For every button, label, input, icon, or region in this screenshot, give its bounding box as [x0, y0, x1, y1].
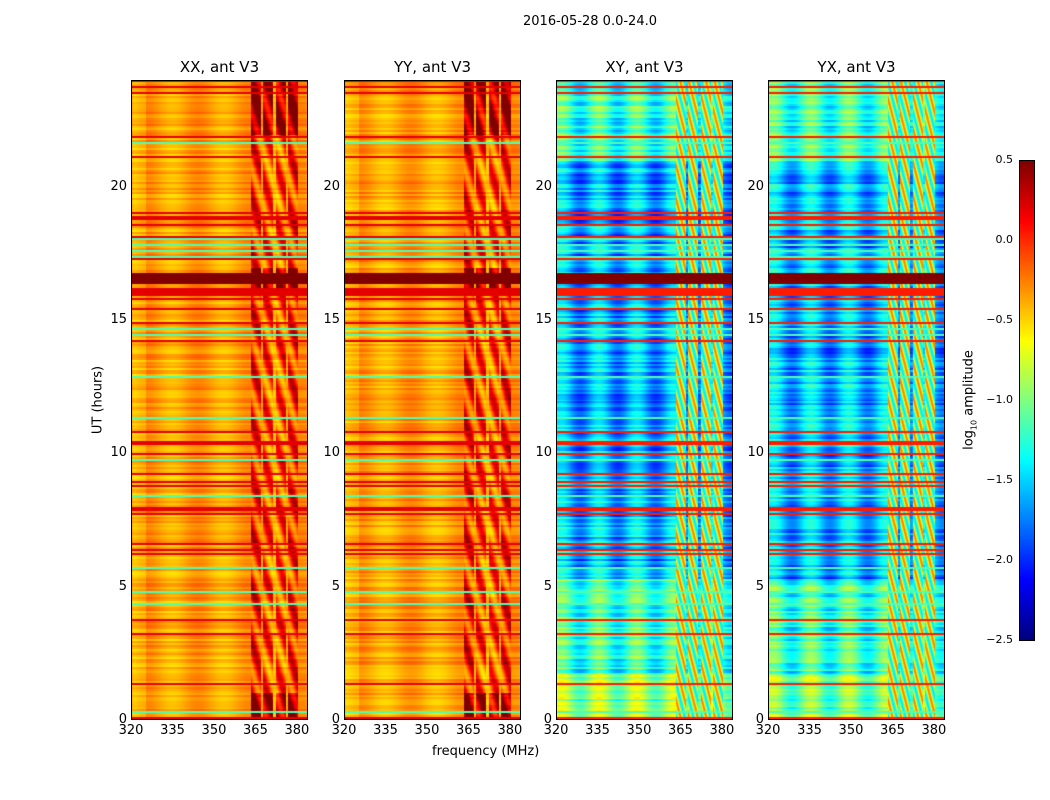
y-tick-label: 10 — [535, 445, 552, 461]
x-tick-label: 380 — [921, 723, 947, 738]
x-tick-label: 335 — [160, 723, 185, 738]
x-tick-label: 350 — [626, 723, 652, 738]
y-tick-label: 15 — [323, 312, 340, 327]
colorbar-tick-label: −1.0 — [986, 393, 1013, 406]
x-tick-label: 335 — [797, 723, 822, 738]
colorbar-tick-label: −2.0 — [986, 553, 1013, 566]
y-axis-label: UT (hours) — [90, 365, 106, 435]
y-tick-label: 0 — [331, 712, 340, 727]
y-tick-label: 5 — [118, 578, 127, 594]
figure-title: 2016-05-28 0.0-24.0 — [523, 14, 657, 29]
x-axis-label: frequency (MHz) — [432, 744, 540, 759]
y-tick-label: 10 — [110, 445, 127, 461]
y-tick-label: 15 — [110, 312, 127, 327]
panel-title: XX, ant V3 — [179, 58, 260, 76]
y-tick-label: 0 — [118, 712, 127, 727]
waterfall-panel-yy — [344, 80, 521, 720]
x-tick-label: 350 — [838, 723, 864, 738]
y-tick-label: 0 — [543, 712, 552, 727]
x-tick-label: 350 — [414, 723, 440, 738]
x-tick-label: 350 — [201, 723, 227, 738]
panel-title: YY, ant V3 — [393, 58, 471, 76]
colorbar-tick-label: −1.5 — [986, 473, 1013, 486]
colorbar-tick-label: −2.5 — [986, 633, 1013, 646]
y-tick-label: 0 — [755, 712, 764, 727]
y-tick-label: 20 — [110, 178, 127, 194]
x-tick-label: 320 — [331, 723, 357, 738]
x-tick-label: 365 — [668, 723, 693, 738]
waterfall-panel-xx — [131, 80, 308, 720]
x-tick-label: 365 — [880, 723, 905, 738]
y-tick-label: 20 — [535, 178, 552, 194]
colorbar-label: log10 amplitude — [961, 350, 979, 450]
x-tick-label: 335 — [373, 723, 398, 738]
colorbar — [1019, 160, 1035, 641]
x-tick-label: 380 — [709, 723, 735, 738]
x-tick-label: 365 — [456, 723, 481, 738]
y-tick-label: 20 — [747, 178, 764, 194]
y-tick-label: 15 — [747, 312, 764, 327]
y-tick-label: 10 — [747, 445, 764, 461]
x-tick-label: 335 — [585, 723, 610, 738]
y-tick-label: 15 — [535, 312, 552, 327]
waterfall-panel-xy — [556, 80, 733, 720]
y-tick-label: 5 — [543, 578, 552, 594]
waterfall-panel-yx — [768, 80, 945, 720]
y-tick-label: 5 — [331, 578, 340, 594]
y-tick-label: 10 — [323, 445, 340, 461]
colorbar-tick-label: 0.0 — [995, 233, 1014, 246]
panel-title: XY, ant V3 — [605, 58, 684, 76]
colorbar-tick-label: −0.5 — [986, 313, 1013, 326]
colorbar-tick-label: 0.5 — [995, 153, 1014, 166]
y-tick-label: 5 — [755, 578, 764, 594]
x-tick-label: 320 — [543, 723, 569, 738]
panel-title: YX, ant V3 — [817, 58, 896, 76]
x-tick-label: 380 — [497, 723, 523, 738]
x-tick-label: 365 — [243, 723, 268, 738]
x-tick-label: 380 — [284, 723, 310, 738]
y-tick-label: 20 — [323, 178, 340, 194]
x-tick-label: 320 — [755, 723, 781, 738]
x-tick-label: 320 — [118, 723, 144, 738]
